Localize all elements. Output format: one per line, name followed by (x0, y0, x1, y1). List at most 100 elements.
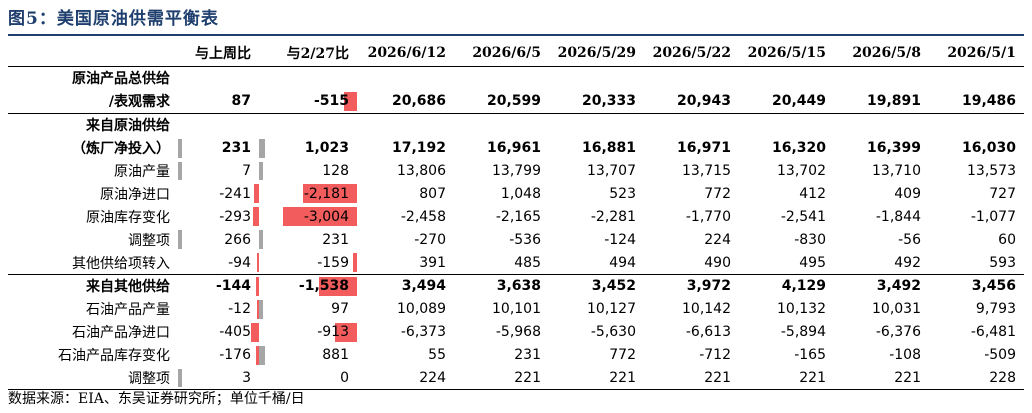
table-row: 原油净进口 -241 -2,181 807 1,048 523 772 412 409 727 (8, 182, 1024, 205)
table-row: 其他供给项转入 -94 -159 391 485 494 490 495 492 593 (8, 251, 1024, 276)
bar-fill (178, 161, 182, 181)
header-cell: 2026/5/1 (929, 40, 1024, 67)
oil-balance-table: 与上周比 与2/27比 2026/6/12 2026/6/5 2026/5/29… (8, 40, 1024, 391)
bar-fill (283, 207, 357, 227)
value-cell: 490 (644, 251, 739, 276)
value-cell: -1,770 (685, 208, 731, 225)
value-cell: 13,707 (587, 163, 636, 179)
row-label: 来自原油供给 (86, 118, 170, 135)
header-cell: 与2/27比 (259, 40, 357, 67)
value-cell: -2,458 (400, 208, 446, 225)
value-cell: 20,333 (549, 89, 644, 114)
vs227-cell: 231 (259, 228, 357, 251)
header-cell: 2026/5/29 (549, 40, 644, 67)
row-label: 石油产品产量 (86, 302, 170, 319)
value-cell: 221 (739, 366, 834, 391)
wow-cell: -241 (178, 182, 259, 205)
bar-fill (319, 277, 357, 296)
value-cell: 3,492 (876, 278, 921, 295)
value-cell: -6,373 (400, 324, 446, 341)
bar-fill (178, 138, 182, 158)
value-cell: -270 (414, 231, 446, 248)
value-cell: 492 (834, 251, 929, 276)
value-cell: -5,630 (590, 324, 636, 341)
vs227-cell: 0 (259, 366, 357, 391)
bar-fill (254, 184, 259, 204)
bar-fill (251, 322, 259, 342)
wow-cell: 231 (178, 137, 259, 160)
value-cell: 19,891 (834, 89, 929, 114)
vs227-cell: -3,004 (259, 205, 357, 228)
figure-title: 图5：美国原油供需平衡表 (8, 9, 219, 29)
table-row: 来自其他供给 -144 -1,538 3,494 3,638 3,452 3,972 4,12… (8, 275, 1024, 298)
row-label: 来自其他供给 (86, 279, 170, 296)
value-cell: 16,030 (961, 140, 1016, 157)
source-note: 数据来源：EIA、东吴证券研究所；单位千桶/日 (8, 391, 305, 407)
wow-cell: -144 (178, 275, 259, 298)
value-cell: -165 (794, 347, 826, 364)
row-label: 原油库存变化 (86, 209, 170, 226)
value-cell: -1,077 (970, 208, 1016, 225)
bar-fill (259, 138, 265, 158)
value-cell: 13,715 (682, 163, 731, 179)
header-row: 与上周比 与2/27比 2026/6/12 2026/6/5 2026/5/29… (8, 40, 1024, 67)
bar-fill (256, 345, 259, 365)
vs227-cell: -159 (259, 251, 357, 276)
value-cell: -2,541 (780, 208, 826, 225)
vs227-cell: -1,538 (259, 275, 357, 298)
value-cell: 495 (739, 251, 834, 276)
bar-fill (259, 345, 265, 365)
bar-fill (353, 253, 357, 273)
value-cell: -2,281 (590, 208, 636, 225)
value-cell: 16,881 (581, 140, 636, 157)
bar-fill (344, 91, 357, 111)
bar-fill (178, 368, 182, 388)
header-cell: 2026/6/5 (454, 40, 549, 67)
value-cell: 772 (609, 347, 636, 364)
wow-cell: 3 (178, 366, 259, 391)
value-cell: 224 (357, 366, 454, 391)
value-cell: 228 (929, 366, 1024, 391)
table-row: 原油库存变化 -293 -3,004 -2,458 -2,165 -2,281 -1,770… (8, 205, 1024, 228)
vs227-cell: -2,181 (259, 182, 357, 205)
value-cell: -2,165 (495, 208, 541, 225)
value-cell: -6,376 (875, 324, 921, 341)
bar-fill (253, 207, 259, 227)
header-cell: 2026/5/8 (834, 40, 929, 67)
table-row: 石油产品产量 -12 97 10,089 10,101 10,127 10,142 10,13… (8, 298, 1024, 321)
value-cell: -830 (794, 231, 826, 248)
value-cell: 10,031 (872, 301, 921, 318)
bar-fill (259, 230, 263, 250)
value-cell: 13,799 (492, 163, 541, 179)
bar-fill (257, 253, 259, 273)
value-cell: 1,048 (500, 185, 541, 202)
value-cell: 221 (644, 366, 739, 391)
value-cell: -6,613 (685, 324, 731, 341)
value-cell: -6,481 (970, 324, 1016, 341)
vs227-cell: 128 (259, 160, 357, 183)
value-cell: -509 (984, 347, 1016, 364)
value-cell: 10,132 (777, 301, 826, 318)
header-cell: 2026/6/12 (357, 40, 454, 67)
bar-fill (259, 299, 263, 319)
value-cell: 593 (929, 251, 1024, 276)
row-label: 其他供给项转入 (8, 251, 178, 276)
value-cell: 3,494 (401, 278, 446, 295)
table-row: （炼厂净投入） 231 1,023 17,192 16,961 16,881 1… (8, 137, 1024, 160)
value-cell: 20,449 (739, 89, 834, 114)
value-cell: 4,129 (781, 278, 826, 295)
value-cell: 391 (357, 251, 454, 276)
table-row: 石油产品净进口 -405 -913 -6,373 -5,968 -5,630 -6,613 -… (8, 321, 1024, 344)
table-row: 调整项 266 231 -270 -536 -124 224 -830 -56 60 (8, 228, 1024, 251)
wow-cell: 87 (178, 89, 259, 114)
bar-fill (257, 299, 259, 319)
value-cell: -5,894 (780, 324, 826, 341)
wow-cell: 7 (178, 160, 259, 183)
row-label: 原油产品总供给 (72, 71, 170, 88)
value-cell: 17,192 (391, 140, 446, 157)
value-cell: -536 (509, 231, 541, 248)
value-cell: 16,320 (771, 140, 826, 157)
value-cell: -5,968 (495, 324, 541, 341)
value-cell: 55 (428, 347, 446, 364)
value-cell: 3,452 (591, 278, 636, 295)
